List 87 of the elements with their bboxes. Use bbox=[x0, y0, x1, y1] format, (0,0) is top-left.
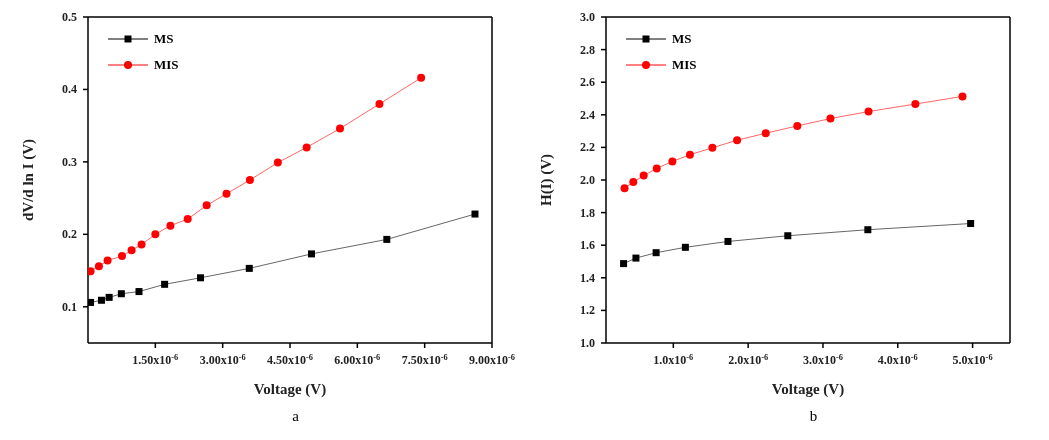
point bbox=[864, 107, 873, 116]
point bbox=[685, 150, 694, 159]
point bbox=[639, 171, 648, 180]
point bbox=[117, 252, 126, 261]
point bbox=[183, 215, 192, 224]
x-tick-label: 7.50x10$^{-6}$ bbox=[401, 352, 448, 367]
point bbox=[88, 298, 95, 306]
y-tick-label: 0.4 bbox=[62, 82, 77, 97]
point bbox=[967, 220, 975, 228]
point bbox=[94, 262, 103, 271]
y-tick-label: 0.1 bbox=[62, 299, 77, 314]
y-tick-label: 3.0 bbox=[580, 10, 595, 24]
y-tick-label: 0.5 bbox=[62, 10, 77, 24]
point bbox=[336, 124, 345, 133]
point bbox=[135, 288, 143, 296]
y-tick-label: 2.2 bbox=[580, 140, 595, 155]
point bbox=[245, 264, 253, 272]
y-tick-label: 1.0 bbox=[580, 336, 595, 350]
point bbox=[117, 290, 125, 298]
point bbox=[911, 100, 920, 109]
legend-label: MIS bbox=[154, 57, 179, 73]
point bbox=[151, 230, 160, 239]
y-tick-label: 0.2 bbox=[62, 227, 77, 242]
x-tick-label: 4.50x10$^{-6}$ bbox=[267, 352, 313, 367]
point bbox=[103, 256, 112, 265]
point bbox=[629, 177, 638, 186]
point bbox=[652, 164, 661, 173]
point bbox=[793, 121, 802, 130]
x-axis-title: Voltage (V) bbox=[253, 381, 327, 398]
x-tick-label: 6.00x10$^{-6}$ bbox=[334, 352, 381, 367]
y-tick-label: 1.2 bbox=[580, 303, 595, 318]
point bbox=[620, 184, 629, 193]
legend-label: MS bbox=[154, 31, 174, 47]
point bbox=[97, 296, 105, 304]
point bbox=[417, 73, 426, 82]
x-tick-label: 2.0x10$^{-6}$ bbox=[728, 352, 769, 367]
point bbox=[197, 274, 205, 282]
legend-label: MS bbox=[672, 31, 692, 47]
point bbox=[222, 189, 231, 198]
point bbox=[302, 143, 311, 152]
y-tick-label: 2.4 bbox=[580, 107, 595, 122]
point bbox=[632, 254, 640, 262]
point bbox=[864, 226, 872, 234]
point bbox=[708, 143, 717, 152]
point bbox=[681, 243, 689, 251]
point bbox=[784, 232, 792, 240]
point bbox=[273, 158, 282, 167]
y-tick-label: 2.6 bbox=[580, 75, 595, 90]
point bbox=[245, 176, 254, 184]
point bbox=[471, 210, 479, 218]
point bbox=[375, 99, 384, 108]
y-tick-label: 2.0 bbox=[580, 173, 595, 187]
x-tick-label: 1.50x10$^{-6}$ bbox=[132, 352, 179, 367]
x-tick-label: 4.0x10$^{-6}$ bbox=[877, 352, 918, 367]
point bbox=[958, 92, 967, 101]
point bbox=[733, 136, 742, 145]
point bbox=[652, 249, 660, 257]
point bbox=[202, 201, 211, 210]
point bbox=[161, 280, 169, 288]
y-tick-label: 1.8 bbox=[580, 205, 595, 220]
point bbox=[127, 246, 136, 255]
point bbox=[826, 114, 835, 123]
point bbox=[761, 129, 770, 138]
point bbox=[137, 240, 146, 249]
x-tick-label: 5.0x10$^{-6}$ bbox=[952, 352, 993, 367]
point bbox=[620, 260, 628, 268]
y-tick-label: 2.8 bbox=[580, 42, 595, 57]
x-tick-label: 3.00x10$^{-6}$ bbox=[199, 352, 246, 367]
x-tick-label: 3.0x10$^{-6}$ bbox=[802, 352, 843, 367]
point bbox=[383, 235, 391, 243]
point bbox=[166, 221, 175, 230]
point bbox=[308, 250, 315, 258]
text: a bbox=[291, 408, 300, 425]
x-axis-title: Voltage (V) bbox=[771, 381, 845, 398]
y-tick-label: 0.3 bbox=[62, 154, 77, 169]
y-tick-label: 1.4 bbox=[580, 270, 595, 285]
y-axis-title: dV/d ln I (V) bbox=[20, 138, 38, 222]
y-axis-title: H(I) (V) bbox=[538, 153, 556, 207]
point bbox=[88, 267, 95, 276]
point bbox=[105, 293, 113, 301]
legend-label: MIS bbox=[672, 57, 697, 73]
x-tick-label: 1.0x10$^{-6}$ bbox=[653, 352, 694, 367]
y-tick-label: 1.6 bbox=[580, 238, 595, 253]
x-tick-label: 9.00x10$^{-6}$ bbox=[469, 352, 515, 367]
point bbox=[724, 237, 732, 245]
point bbox=[668, 157, 677, 166]
text: b bbox=[808, 408, 819, 425]
